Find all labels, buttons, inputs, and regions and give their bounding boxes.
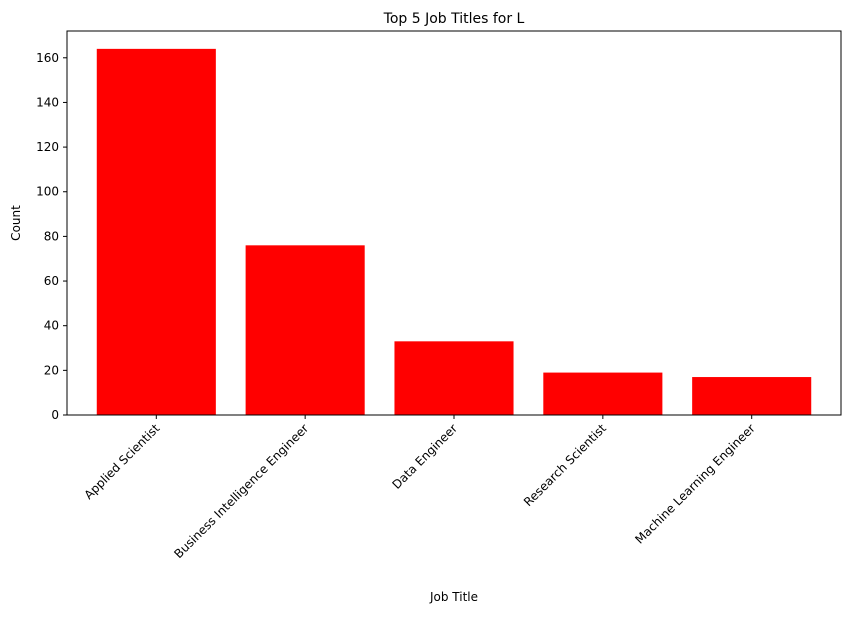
x-tick-label: Machine Learning Engineer — [632, 421, 757, 546]
y-tick-label: 160 — [36, 51, 59, 65]
x-tick-label: Applied Scientist — [81, 421, 162, 502]
y-tick-label: 80 — [44, 229, 59, 243]
y-tick-label: 100 — [36, 185, 59, 199]
x-axis-label: Job Title — [429, 590, 478, 604]
y-tick-label: 60 — [44, 274, 59, 288]
bar — [692, 377, 812, 415]
bar — [543, 372, 663, 415]
x-axis: Applied Scientist Business Intelligence E… — [81, 415, 758, 561]
y-tick-label: 40 — [44, 319, 59, 333]
bars-layer — [96, 48, 812, 415]
y-axis: 0 20 40 60 80 100 120 140 160 — [36, 51, 67, 422]
y-axis-label: Count — [9, 205, 23, 241]
bar — [394, 341, 514, 415]
x-tick-label: Business Intelligence Engineer — [171, 421, 311, 561]
bar — [96, 48, 216, 415]
y-tick-label: 120 — [36, 140, 59, 154]
y-tick-label: 0 — [51, 408, 59, 422]
x-tick-label: Research Scientist — [521, 421, 609, 509]
chart-title: Top 5 Job Titles for L — [383, 11, 525, 27]
y-tick-label: 20 — [44, 363, 59, 377]
x-tick-label: Data Engineer — [389, 421, 460, 492]
y-tick-label: 140 — [36, 95, 59, 109]
bar — [245, 245, 365, 415]
